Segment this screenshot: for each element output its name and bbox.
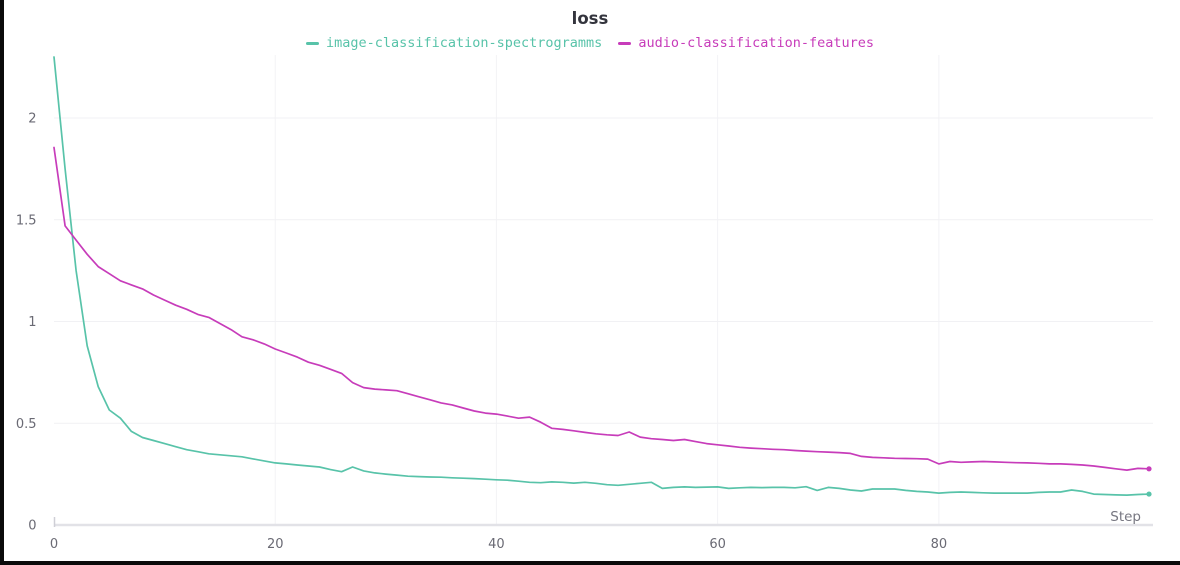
legend-label: image-classification-spectrogramms [325, 35, 603, 51]
screen-edge-left [0, 0, 4, 565]
series-endpoint-marker-0 [1146, 491, 1152, 497]
x-axis-title: Step [1110, 509, 1141, 525]
x-tick-label: 40 [488, 537, 505, 552]
y-tick-label: 1.5 [16, 213, 37, 228]
series-line-0[interactable] [53, 56, 1150, 496]
series-color-dash-icon [618, 42, 632, 45]
legend-label: audio-classification-features [638, 35, 875, 51]
page-title: loss [571, 9, 609, 28]
legend: image-classification-spectrogramms audio… [0, 36, 1180, 51]
legend-item-audio-classification-features: audio-classification-features [618, 36, 874, 51]
x-tick-label: 20 [267, 537, 284, 552]
y-tick-label: 1 [28, 315, 36, 330]
y-tick-label: 0.5 [16, 417, 37, 432]
y-tick-label: 0 [28, 519, 36, 534]
screen-edge-bottom [0, 561, 1180, 565]
x-tick-label: 80 [931, 537, 948, 552]
y-tick-label: 2 [28, 112, 36, 127]
x-tick-label: 0 [50, 537, 58, 552]
series-line-1[interactable] [53, 146, 1150, 471]
x-tick-label: 60 [709, 537, 726, 552]
legend-item-image-classification-spectrogramms: image-classification-spectrogramms [305, 35, 603, 51]
series-color-dash-icon [305, 42, 319, 45]
series-endpoint-marker-1 [1146, 466, 1152, 472]
